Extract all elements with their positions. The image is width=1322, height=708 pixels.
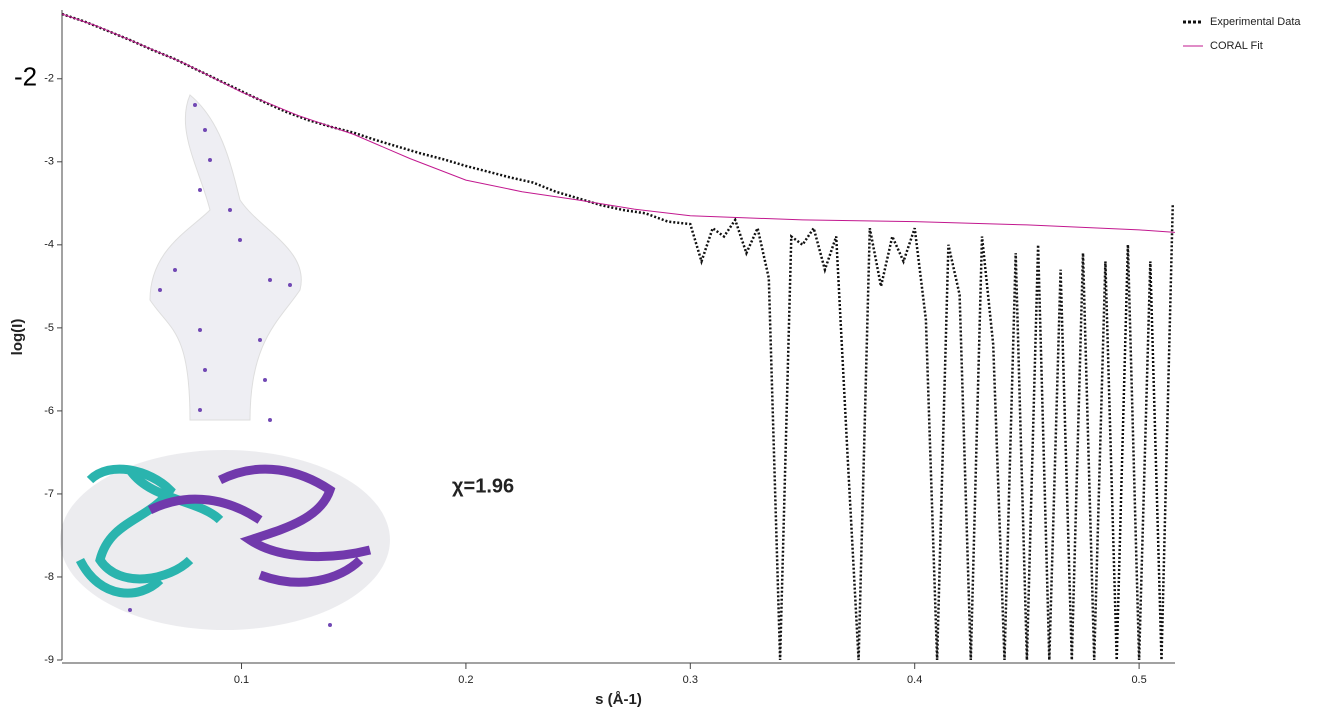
y-tick-label: -3: [44, 156, 54, 168]
x-tick-label: 0.2: [458, 674, 473, 686]
y-tick-label: -6: [44, 405, 54, 417]
y-tick-label: -8: [44, 571, 54, 583]
legend-label: CORAL Fit: [1210, 40, 1263, 52]
x-tick-label: 0.4: [907, 674, 922, 686]
envelope: [150, 95, 301, 420]
y-tick-label: -2: [44, 73, 54, 85]
x-tick-label: 0.3: [683, 674, 698, 686]
y-tick-label: -9: [44, 654, 54, 666]
y-tick-label: -4: [44, 239, 54, 251]
chart: -2 -3 -4 -5 -6 -7 -8 -9 0.1 0.2 0.3 0.4 0.5 s (Å-1) lo…: [0, 0, 1322, 708]
y-tick-label: -7: [44, 488, 54, 500]
x-axis-title: s (Å-1): [595, 691, 642, 708]
x-tick-label: 0.1: [234, 674, 249, 686]
structure-illustration: [60, 95, 390, 630]
page: {"chart_data": { "type": "line", "x_labe…: [0, 0, 1322, 708]
fit-annotation: χ=1.96: [452, 475, 514, 497]
y-tick-label: -5: [44, 322, 54, 334]
x-tick-label: 0.5: [1131, 674, 1146, 686]
overlay-label: -2: [14, 62, 37, 92]
legend-label: Experimental Data: [1210, 16, 1301, 28]
y-axis-title: log(I): [9, 319, 26, 356]
